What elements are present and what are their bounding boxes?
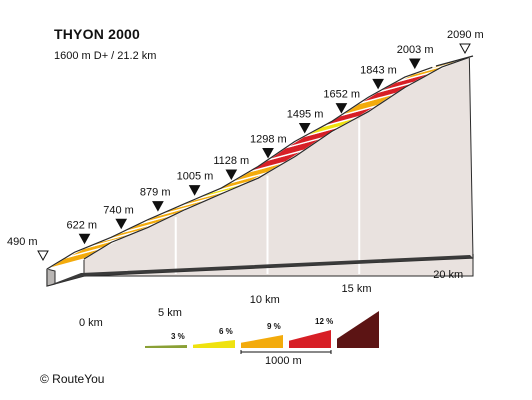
elevation-label: 2003 m [397,44,434,56]
km-tick-label: 5 km [158,307,182,319]
elevation-marker [408,58,421,70]
elevation-label: 1652 m [323,89,360,101]
elevation-marker [335,103,348,114]
km-tick-label: 10 km [250,294,280,306]
profile-end-edge [435,55,474,67]
elevation-label: 1843 m [360,64,397,76]
legend-label: 3 % [171,332,185,341]
profile-ground-strip [47,255,473,286]
profile-back-edge [83,56,470,260]
legend-swatch [145,345,187,348]
elevation-marker [298,122,311,134]
legend-label: 9 % [267,322,281,331]
elevation-marker [372,78,384,90]
legend-swatch [289,330,331,348]
elevation-marker [188,185,201,196]
legend-label: 12 % [315,317,333,326]
elevation-label: 622 m [67,219,98,231]
legend-swatch [337,311,379,348]
km-tick-label: 20 km [433,269,463,281]
elevation-marker [459,43,471,55]
legend-swatch [193,340,235,348]
elevation-marker [152,201,164,212]
elevation-marker [115,218,128,230]
legend-swatch [241,335,283,348]
km-tick-label: 15 km [342,283,372,295]
elevation-label: 1495 m [287,108,324,120]
elevation-label: 879 m [140,187,171,199]
elevation-marker [225,169,238,181]
legend-label: 6 % [219,327,233,336]
chart-title: THYON 2000 [54,26,141,42]
elevation-marker [78,233,91,245]
elevation-marker [37,250,49,262]
chart-subtitle: 1600 m D+ / 21.2 km [54,50,157,62]
profile-front-edge [46,66,433,270]
elevation-label: 490 m [7,236,38,248]
km-tick-label: 0 km [79,317,103,329]
profile-start-face [46,268,56,287]
elevation-label: 740 m [103,204,134,216]
legend-scale-label: 1000 m [265,355,302,367]
elevation-label: 1298 m [250,133,287,145]
elevation-label: 2090 m [447,29,484,41]
copyright-notice: © RouteYou [40,372,105,386]
elevation-label: 1128 m [213,155,249,167]
elevation-marker [262,147,274,159]
elevation-label: 1005 m [177,171,214,183]
